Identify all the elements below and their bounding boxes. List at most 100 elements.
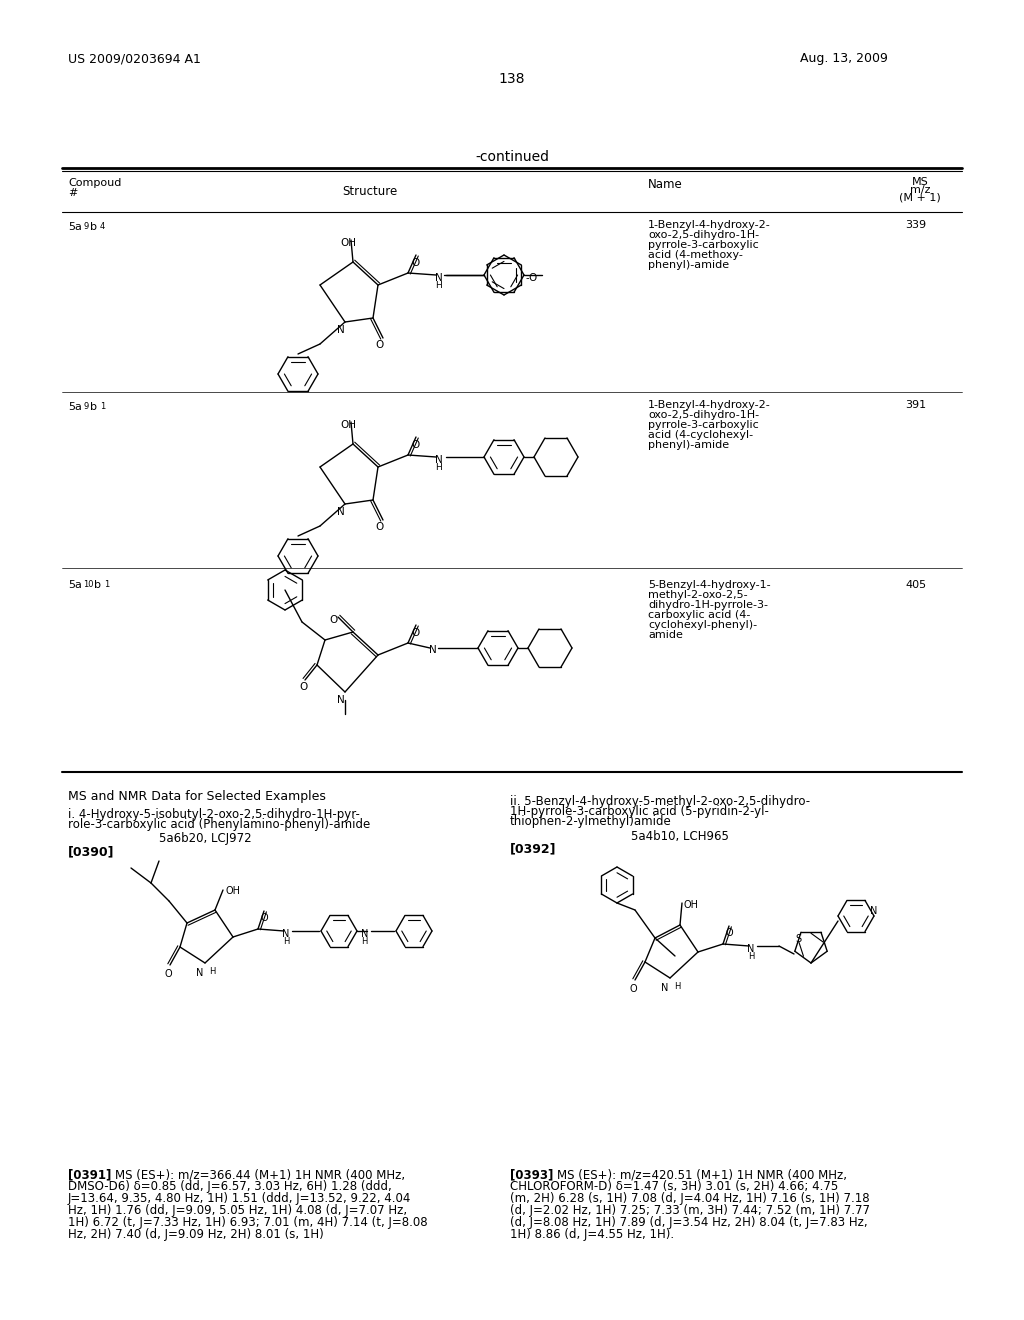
- Text: N: N: [429, 645, 437, 655]
- Text: -continued: -continued: [475, 150, 549, 164]
- Text: 5a4b10, LCH965: 5a4b10, LCH965: [631, 830, 729, 843]
- Text: [0391]: [0391]: [68, 1168, 112, 1181]
- Text: 1H) 6.72 (t, J=7.33 Hz, 1H) 6.93; 7.01 (m, 4H) 7.14 (t, J=8.08: 1H) 6.72 (t, J=7.33 Hz, 1H) 6.93; 7.01 (…: [68, 1216, 428, 1229]
- Text: 10: 10: [83, 579, 93, 589]
- Text: 1-Benzyl-4-hydroxy-2-: 1-Benzyl-4-hydroxy-2-: [648, 220, 771, 230]
- Text: 5a: 5a: [68, 403, 82, 412]
- Text: 4: 4: [100, 222, 105, 231]
- Text: (d, J=8.08 Hz, 1H) 7.89 (d, J=3.54 Hz, 2H) 8.04 (t, J=7.83 Hz,: (d, J=8.08 Hz, 1H) 7.89 (d, J=3.54 Hz, 2…: [510, 1216, 867, 1229]
- Text: ii. 5-Benzyl-4-hydroxy-5-methyl-2-oxo-2,5-dihydro-: ii. 5-Benzyl-4-hydroxy-5-methyl-2-oxo-2,…: [510, 795, 810, 808]
- Text: -O: -O: [525, 273, 538, 282]
- Text: DMSO-D6) δ=0.85 (dd, J=6.57, 3.03 Hz, 6H) 1.28 (ddd,: DMSO-D6) δ=0.85 (dd, J=6.57, 3.03 Hz, 6H…: [68, 1180, 392, 1193]
- Text: carboxylic acid (4-: carboxylic acid (4-: [648, 610, 751, 620]
- Text: OH: OH: [225, 886, 240, 896]
- Text: b: b: [90, 403, 97, 412]
- Text: b: b: [94, 579, 101, 590]
- Text: Name: Name: [648, 178, 683, 191]
- Text: 5a6b20, LCJ972: 5a6b20, LCJ972: [159, 832, 251, 845]
- Text: oxo-2,5-dihydro-1H-: oxo-2,5-dihydro-1H-: [648, 411, 759, 420]
- Text: N: N: [197, 968, 204, 978]
- Text: OH: OH: [340, 420, 356, 430]
- Text: J=13.64, 9.35, 4.80 Hz, 1H) 1.51 (ddd, J=13.52, 9.22, 4.04: J=13.64, 9.35, 4.80 Hz, 1H) 1.51 (ddd, J…: [68, 1192, 412, 1205]
- Text: O: O: [299, 682, 307, 692]
- Text: Structure: Structure: [342, 185, 397, 198]
- Text: N: N: [337, 507, 345, 517]
- Text: US 2009/0203694 A1: US 2009/0203694 A1: [68, 51, 201, 65]
- Text: OH: OH: [340, 238, 356, 248]
- Text: N: N: [435, 273, 442, 282]
- Text: H: H: [674, 982, 680, 991]
- Text: O: O: [412, 257, 420, 268]
- Text: N: N: [337, 696, 345, 705]
- Text: S: S: [795, 935, 801, 944]
- Text: role-3-carboxylic acid (Phenylamino-phenyl)-amide: role-3-carboxylic acid (Phenylamino-phen…: [68, 818, 371, 832]
- Text: N: N: [870, 906, 878, 916]
- Text: O: O: [376, 341, 384, 350]
- Text: O: O: [164, 969, 172, 979]
- Text: cyclohexyl-phenyl)-: cyclohexyl-phenyl)-: [648, 620, 757, 630]
- Text: 1: 1: [104, 579, 110, 589]
- Text: (d, J=2.02 Hz, 1H) 7.25; 7.33 (m, 3H) 7.44; 7.52 (m, 1H) 7.77: (d, J=2.02 Hz, 1H) 7.25; 7.33 (m, 3H) 7.…: [510, 1204, 870, 1217]
- Text: thiophen-2-ylmethyl)amide: thiophen-2-ylmethyl)amide: [510, 814, 672, 828]
- Text: pyrrole-3-carboxylic: pyrrole-3-carboxylic: [648, 420, 759, 430]
- Text: N: N: [748, 944, 755, 954]
- Text: 405: 405: [905, 579, 926, 590]
- Text: MS: MS: [911, 177, 929, 187]
- Text: 1H-pyrrole-3-carboxylic acid (5-pyridin-2-yl-: 1H-pyrrole-3-carboxylic acid (5-pyridin-…: [510, 805, 769, 818]
- Text: m/z: m/z: [909, 185, 930, 195]
- Text: phenyl)-amide: phenyl)-amide: [648, 260, 729, 271]
- Text: pyrrole-3-carboxylic: pyrrole-3-carboxylic: [648, 240, 759, 249]
- Text: methyl-2-oxo-2,5-: methyl-2-oxo-2,5-: [648, 590, 748, 601]
- Text: [0392]: [0392]: [510, 842, 556, 855]
- Text: [0390]: [0390]: [68, 845, 115, 858]
- Text: i. 4-Hydroxy-5-isobutyl-2-oxo-2,5-dihydro-1H-pyr-: i. 4-Hydroxy-5-isobutyl-2-oxo-2,5-dihydr…: [68, 808, 359, 821]
- Text: H: H: [361, 937, 368, 946]
- Text: N: N: [361, 929, 369, 939]
- Text: O: O: [260, 913, 268, 923]
- Text: oxo-2,5-dihydro-1H-: oxo-2,5-dihydro-1H-: [648, 230, 759, 240]
- Text: OH: OH: [684, 900, 699, 909]
- Text: H: H: [283, 937, 289, 946]
- Text: O: O: [412, 628, 420, 638]
- Text: H: H: [748, 952, 755, 961]
- Text: 1H) 8.86 (d, J=4.55 Hz, 1H).: 1H) 8.86 (d, J=4.55 Hz, 1H).: [510, 1228, 674, 1241]
- Text: acid (4-methoxy-: acid (4-methoxy-: [648, 249, 742, 260]
- Text: (M + 1): (M + 1): [899, 193, 941, 203]
- Text: 138: 138: [499, 73, 525, 86]
- Text: Hz, 1H) 1.76 (dd, J=9.09, 5.05 Hz, 1H) 4.08 (d, J=7.07 Hz,: Hz, 1H) 1.76 (dd, J=9.09, 5.05 Hz, 1H) 4…: [68, 1204, 408, 1217]
- Text: [0393]: [0393]: [510, 1168, 553, 1181]
- Text: N: N: [435, 455, 442, 465]
- Text: b: b: [90, 222, 97, 232]
- Text: 5a: 5a: [68, 222, 82, 232]
- Text: 9: 9: [83, 403, 88, 411]
- Text: 1: 1: [100, 403, 105, 411]
- Text: 391: 391: [905, 400, 926, 411]
- Text: MS (ES+): m/z=420.51 (M+1) 1H NMR (400 MHz,: MS (ES+): m/z=420.51 (M+1) 1H NMR (400 M…: [557, 1168, 847, 1181]
- Text: H: H: [435, 281, 442, 290]
- Text: 5-Benzyl-4-hydroxy-1-: 5-Benzyl-4-hydroxy-1-: [648, 579, 771, 590]
- Text: (m, 2H) 6.28 (s, 1H) 7.08 (d, J=4.04 Hz, 1H) 7.16 (s, 1H) 7.18: (m, 2H) 6.28 (s, 1H) 7.08 (d, J=4.04 Hz,…: [510, 1192, 869, 1205]
- Text: O: O: [725, 928, 733, 939]
- Text: CHLOROFORM-D) δ=1.47 (s, 3H) 3.01 (s, 2H) 4.66; 4.75: CHLOROFORM-D) δ=1.47 (s, 3H) 3.01 (s, 2H…: [510, 1180, 839, 1193]
- Text: N: N: [337, 325, 345, 335]
- Text: acid (4-cyclohexyl-: acid (4-cyclohexyl-: [648, 430, 753, 440]
- Text: H: H: [209, 968, 215, 975]
- Text: MS (ES+): m/z=366.44 (M+1) 1H NMR (400 MHz,: MS (ES+): m/z=366.44 (M+1) 1H NMR (400 M…: [115, 1168, 406, 1181]
- Text: #: #: [68, 187, 78, 198]
- Text: dihydro-1H-pyrrole-3-: dihydro-1H-pyrrole-3-: [648, 601, 768, 610]
- Text: 5a: 5a: [68, 579, 82, 590]
- Text: N: N: [662, 983, 669, 993]
- Text: MS and NMR Data for Selected Examples: MS and NMR Data for Selected Examples: [68, 789, 326, 803]
- Text: O: O: [376, 521, 384, 532]
- Text: O: O: [629, 983, 637, 994]
- Text: N: N: [283, 929, 290, 939]
- Text: Aug. 13, 2009: Aug. 13, 2009: [800, 51, 888, 65]
- Text: 339: 339: [905, 220, 926, 230]
- Text: phenyl)-amide: phenyl)-amide: [648, 440, 729, 450]
- Text: Hz, 2H) 7.40 (d, J=9.09 Hz, 2H) 8.01 (s, 1H): Hz, 2H) 7.40 (d, J=9.09 Hz, 2H) 8.01 (s,…: [68, 1228, 324, 1241]
- Text: O: O: [412, 440, 420, 450]
- Text: H: H: [435, 463, 442, 473]
- Text: amide: amide: [648, 630, 683, 640]
- Text: O: O: [329, 615, 337, 624]
- Text: 1-Benzyl-4-hydroxy-2-: 1-Benzyl-4-hydroxy-2-: [648, 400, 771, 411]
